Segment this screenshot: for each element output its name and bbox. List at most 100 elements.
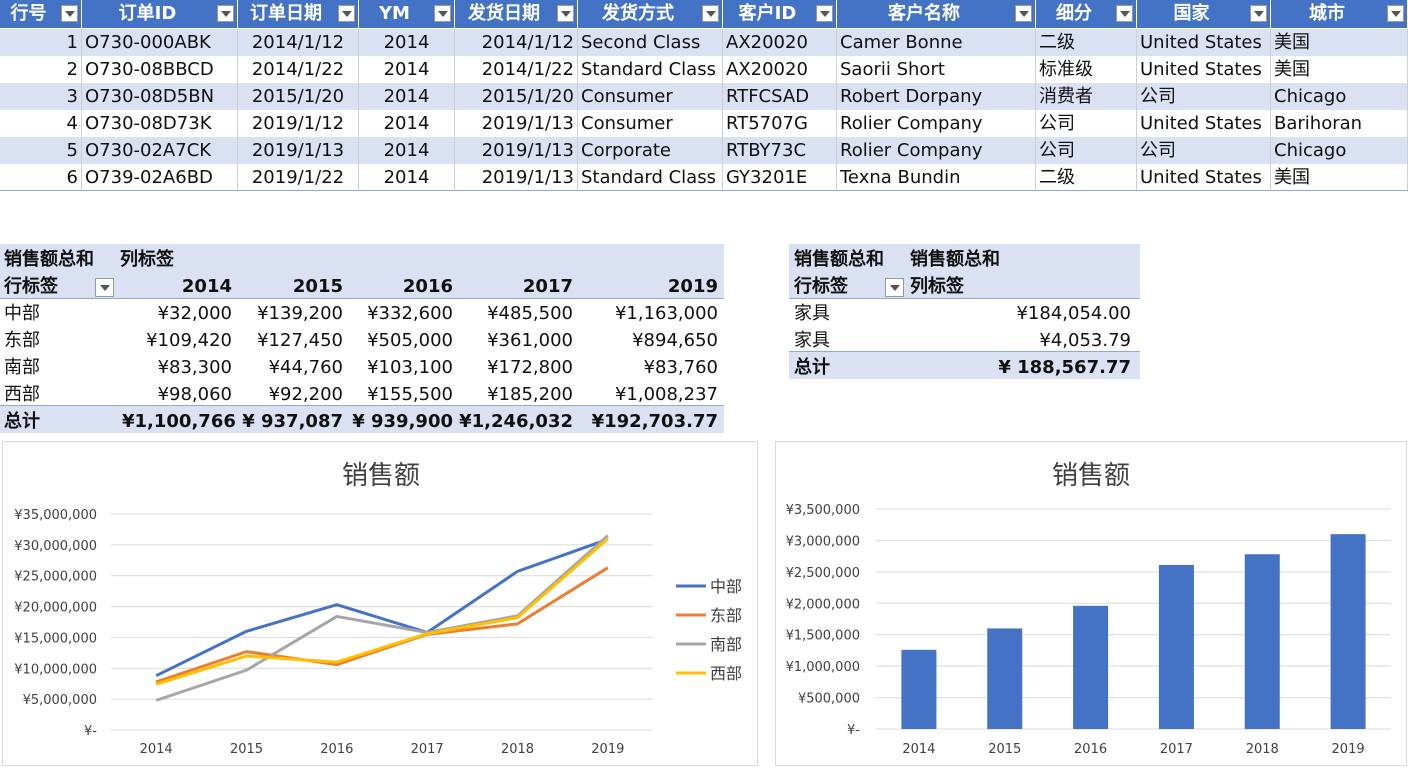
cell-order-date[interactable]: 2015/1/20 bbox=[238, 83, 359, 110]
cell-order-date[interactable]: 2019/1/13 bbox=[238, 137, 359, 164]
cell-country[interactable]: 公司 bbox=[1137, 137, 1271, 164]
cell-segment[interactable]: 公司 bbox=[1036, 137, 1137, 164]
cell-customer-name[interactable]: Robert Dorpany bbox=[837, 83, 1036, 110]
filter-dropdown-button[interactable] bbox=[217, 5, 234, 22]
cell-row-no[interactable]: 5 bbox=[0, 137, 82, 164]
filter-dropdown-button[interactable] bbox=[338, 5, 355, 22]
line-chart[interactable]: 销售额 ¥- ¥5,000,000 ¥10,000,000 ¥15,000,000 ¥20… bbox=[3, 442, 757, 765]
line-chart-container[interactable]: 销售额 ¥- ¥5,000,000 ¥10,000,000 ¥15,000,000 ¥20… bbox=[2, 441, 758, 766]
cell-ship-date[interactable]: 2019/1/13 bbox=[455, 164, 578, 191]
cell-customer-id[interactable]: RTBY73C bbox=[723, 137, 837, 164]
cell-ym[interactable]: 2014 bbox=[359, 29, 455, 56]
filter-dropdown-button[interactable] bbox=[1116, 5, 1133, 22]
table-row[interactable]: 1 O730-000ABK 2014/1/12 2014 2014/1/12 Second… bbox=[0, 29, 1408, 56]
cell-customer-id[interactable]: RT5707G bbox=[723, 110, 837, 137]
filter-dropdown-button[interactable] bbox=[702, 5, 719, 22]
cell-country[interactable]: United States bbox=[1137, 29, 1271, 56]
cell-customer-name[interactable]: Camer Bonne bbox=[837, 29, 1036, 56]
bar-chart-container[interactable]: 销售额 ¥- ¥500,000 ¥1,000,000 ¥1,500,000 ¥2,000,… bbox=[775, 441, 1407, 766]
table-row[interactable]: 6 O739-02A6BD 2019/1/22 2014 2019/1/13 Standa… bbox=[0, 164, 1408, 191]
cell-segment[interactable]: 消费者 bbox=[1036, 83, 1137, 110]
pivot2-row-filter-dropdown[interactable] bbox=[885, 278, 904, 297]
cell-ym[interactable]: 2014 bbox=[359, 137, 455, 164]
cell-segment[interactable]: 公司 bbox=[1036, 110, 1137, 137]
cell-segment[interactable]: 二级 bbox=[1036, 29, 1137, 56]
bar-2018[interactable] bbox=[1244, 554, 1280, 729]
cell-ship-date[interactable]: 2014/1/12 bbox=[455, 29, 578, 56]
cell-row-no[interactable]: 2 bbox=[0, 56, 82, 83]
cell-row-no[interactable]: 6 bbox=[0, 164, 82, 191]
line-series-中部[interactable] bbox=[155, 537, 609, 678]
cell-ship-mode[interactable]: Standard Class bbox=[578, 164, 723, 191]
cell-ym[interactable]: 2014 bbox=[359, 110, 455, 137]
cell-customer-name[interactable]: Rolier Company bbox=[837, 137, 1036, 164]
filter-dropdown-button[interactable] bbox=[434, 5, 451, 22]
cell-order-date[interactable]: 2014/1/22 bbox=[238, 56, 359, 83]
cell-customer-id[interactable]: AX20020 bbox=[723, 56, 837, 83]
cell-country[interactable]: United States bbox=[1137, 56, 1271, 83]
cell-order-date[interactable]: 2019/1/12 bbox=[238, 110, 359, 137]
filter-dropdown-button[interactable] bbox=[61, 5, 78, 22]
cell-ym[interactable]: 2014 bbox=[359, 56, 455, 83]
cell-customer-id[interactable]: AX20020 bbox=[723, 29, 837, 56]
cell-ship-mode[interactable]: Standard Class bbox=[578, 56, 723, 83]
header-customer-id[interactable]: 客户ID bbox=[723, 0, 837, 28]
table-row[interactable]: 2 O730-08BBCD 2014/1/22 2014 2014/1/22 Standa… bbox=[0, 56, 1408, 83]
cell-ship-date[interactable]: 2014/1/22 bbox=[455, 56, 578, 83]
header-ym[interactable]: YM bbox=[359, 0, 455, 28]
cell-order-id[interactable]: O730-08BBCD bbox=[82, 56, 238, 83]
line-series-西部[interactable] bbox=[155, 537, 609, 686]
bar-2014[interactable] bbox=[901, 649, 937, 729]
cell-customer-id[interactable]: RTFCSAD bbox=[723, 83, 837, 110]
bar-2019[interactable] bbox=[1330, 534, 1366, 729]
pivot1-row-filter-dropdown[interactable] bbox=[95, 278, 114, 297]
header-order-date[interactable]: 订单日期 bbox=[238, 0, 359, 28]
filter-dropdown-button[interactable] bbox=[557, 5, 574, 22]
cell-order-id[interactable]: O730-02A7CK bbox=[82, 137, 238, 164]
line-series-南部[interactable] bbox=[155, 534, 609, 702]
cell-city[interactable]: 美国 bbox=[1271, 29, 1408, 56]
table-row[interactable]: 4 O730-08D73K 2019/1/12 2014 2019/1/13 Consum… bbox=[0, 110, 1408, 137]
cell-ship-date[interactable]: 2019/1/13 bbox=[455, 137, 578, 164]
header-segment[interactable]: 细分 bbox=[1036, 0, 1137, 28]
filter-dropdown-button[interactable] bbox=[1015, 5, 1032, 22]
cell-country[interactable]: United States bbox=[1137, 110, 1271, 137]
table-row[interactable]: 5 O730-02A7CK 2019/1/13 2014 2019/1/13 Corpor… bbox=[0, 137, 1408, 164]
pivot2-col-label[interactable]: 列标签 bbox=[910, 276, 964, 297]
cell-ship-mode[interactable]: Consumer bbox=[578, 110, 723, 137]
cell-country[interactable]: 公司 bbox=[1137, 83, 1271, 110]
cell-row-no[interactable]: 1 bbox=[0, 29, 82, 56]
cell-ship-date[interactable]: 2015/1/20 bbox=[455, 83, 578, 110]
cell-city[interactable]: 美国 bbox=[1271, 56, 1408, 83]
cell-order-id[interactable]: O730-08D5BN bbox=[82, 83, 238, 110]
cell-order-id[interactable]: O730-000ABK bbox=[82, 29, 238, 56]
cell-ym[interactable]: 2014 bbox=[359, 164, 455, 191]
header-order-id[interactable]: 订单ID bbox=[82, 0, 238, 28]
cell-customer-id[interactable]: GY3201E bbox=[723, 164, 837, 191]
pivot1-col-label[interactable]: 列标签 bbox=[120, 249, 174, 270]
header-row-no[interactable]: 行号 bbox=[0, 0, 82, 28]
header-customer-name[interactable]: 客户名称 bbox=[837, 0, 1036, 28]
cell-city[interactable]: Chicago bbox=[1271, 83, 1408, 110]
cell-row-no[interactable]: 4 bbox=[0, 110, 82, 137]
filter-dropdown-button[interactable] bbox=[1387, 5, 1404, 22]
filter-dropdown-button[interactable] bbox=[1250, 5, 1267, 22]
cell-customer-name[interactable]: Rolier Company bbox=[837, 110, 1036, 137]
cell-city[interactable]: Barihoran bbox=[1271, 110, 1408, 137]
header-ship-date[interactable]: 发货日期 bbox=[455, 0, 578, 28]
table-row[interactable]: 3 O730-08D5BN 2015/1/20 2014 2015/1/20 Consum… bbox=[0, 83, 1408, 110]
cell-customer-name[interactable]: Texna Bundin bbox=[837, 164, 1036, 191]
cell-order-id[interactable]: O739-02A6BD bbox=[82, 164, 238, 191]
bar-chart[interactable]: 销售额 ¥- ¥500,000 ¥1,000,000 ¥1,500,000 ¥2,000,… bbox=[776, 442, 1406, 765]
cell-row-no[interactable]: 3 bbox=[0, 83, 82, 110]
bar-2015[interactable] bbox=[987, 628, 1023, 729]
bar-2017[interactable] bbox=[1158, 564, 1194, 729]
pivot2-row-label[interactable]: 行标签 bbox=[794, 276, 848, 297]
cell-city[interactable]: 美国 bbox=[1271, 164, 1408, 191]
cell-city[interactable]: Chicago bbox=[1271, 137, 1408, 164]
header-country[interactable]: 国家 bbox=[1137, 0, 1271, 28]
cell-country[interactable]: United States bbox=[1137, 164, 1271, 191]
header-ship-mode[interactable]: 发货方式 bbox=[578, 0, 723, 28]
cell-customer-name[interactable]: Saorii Short bbox=[837, 56, 1036, 83]
cell-order-date[interactable]: 2019/1/22 bbox=[238, 164, 359, 191]
